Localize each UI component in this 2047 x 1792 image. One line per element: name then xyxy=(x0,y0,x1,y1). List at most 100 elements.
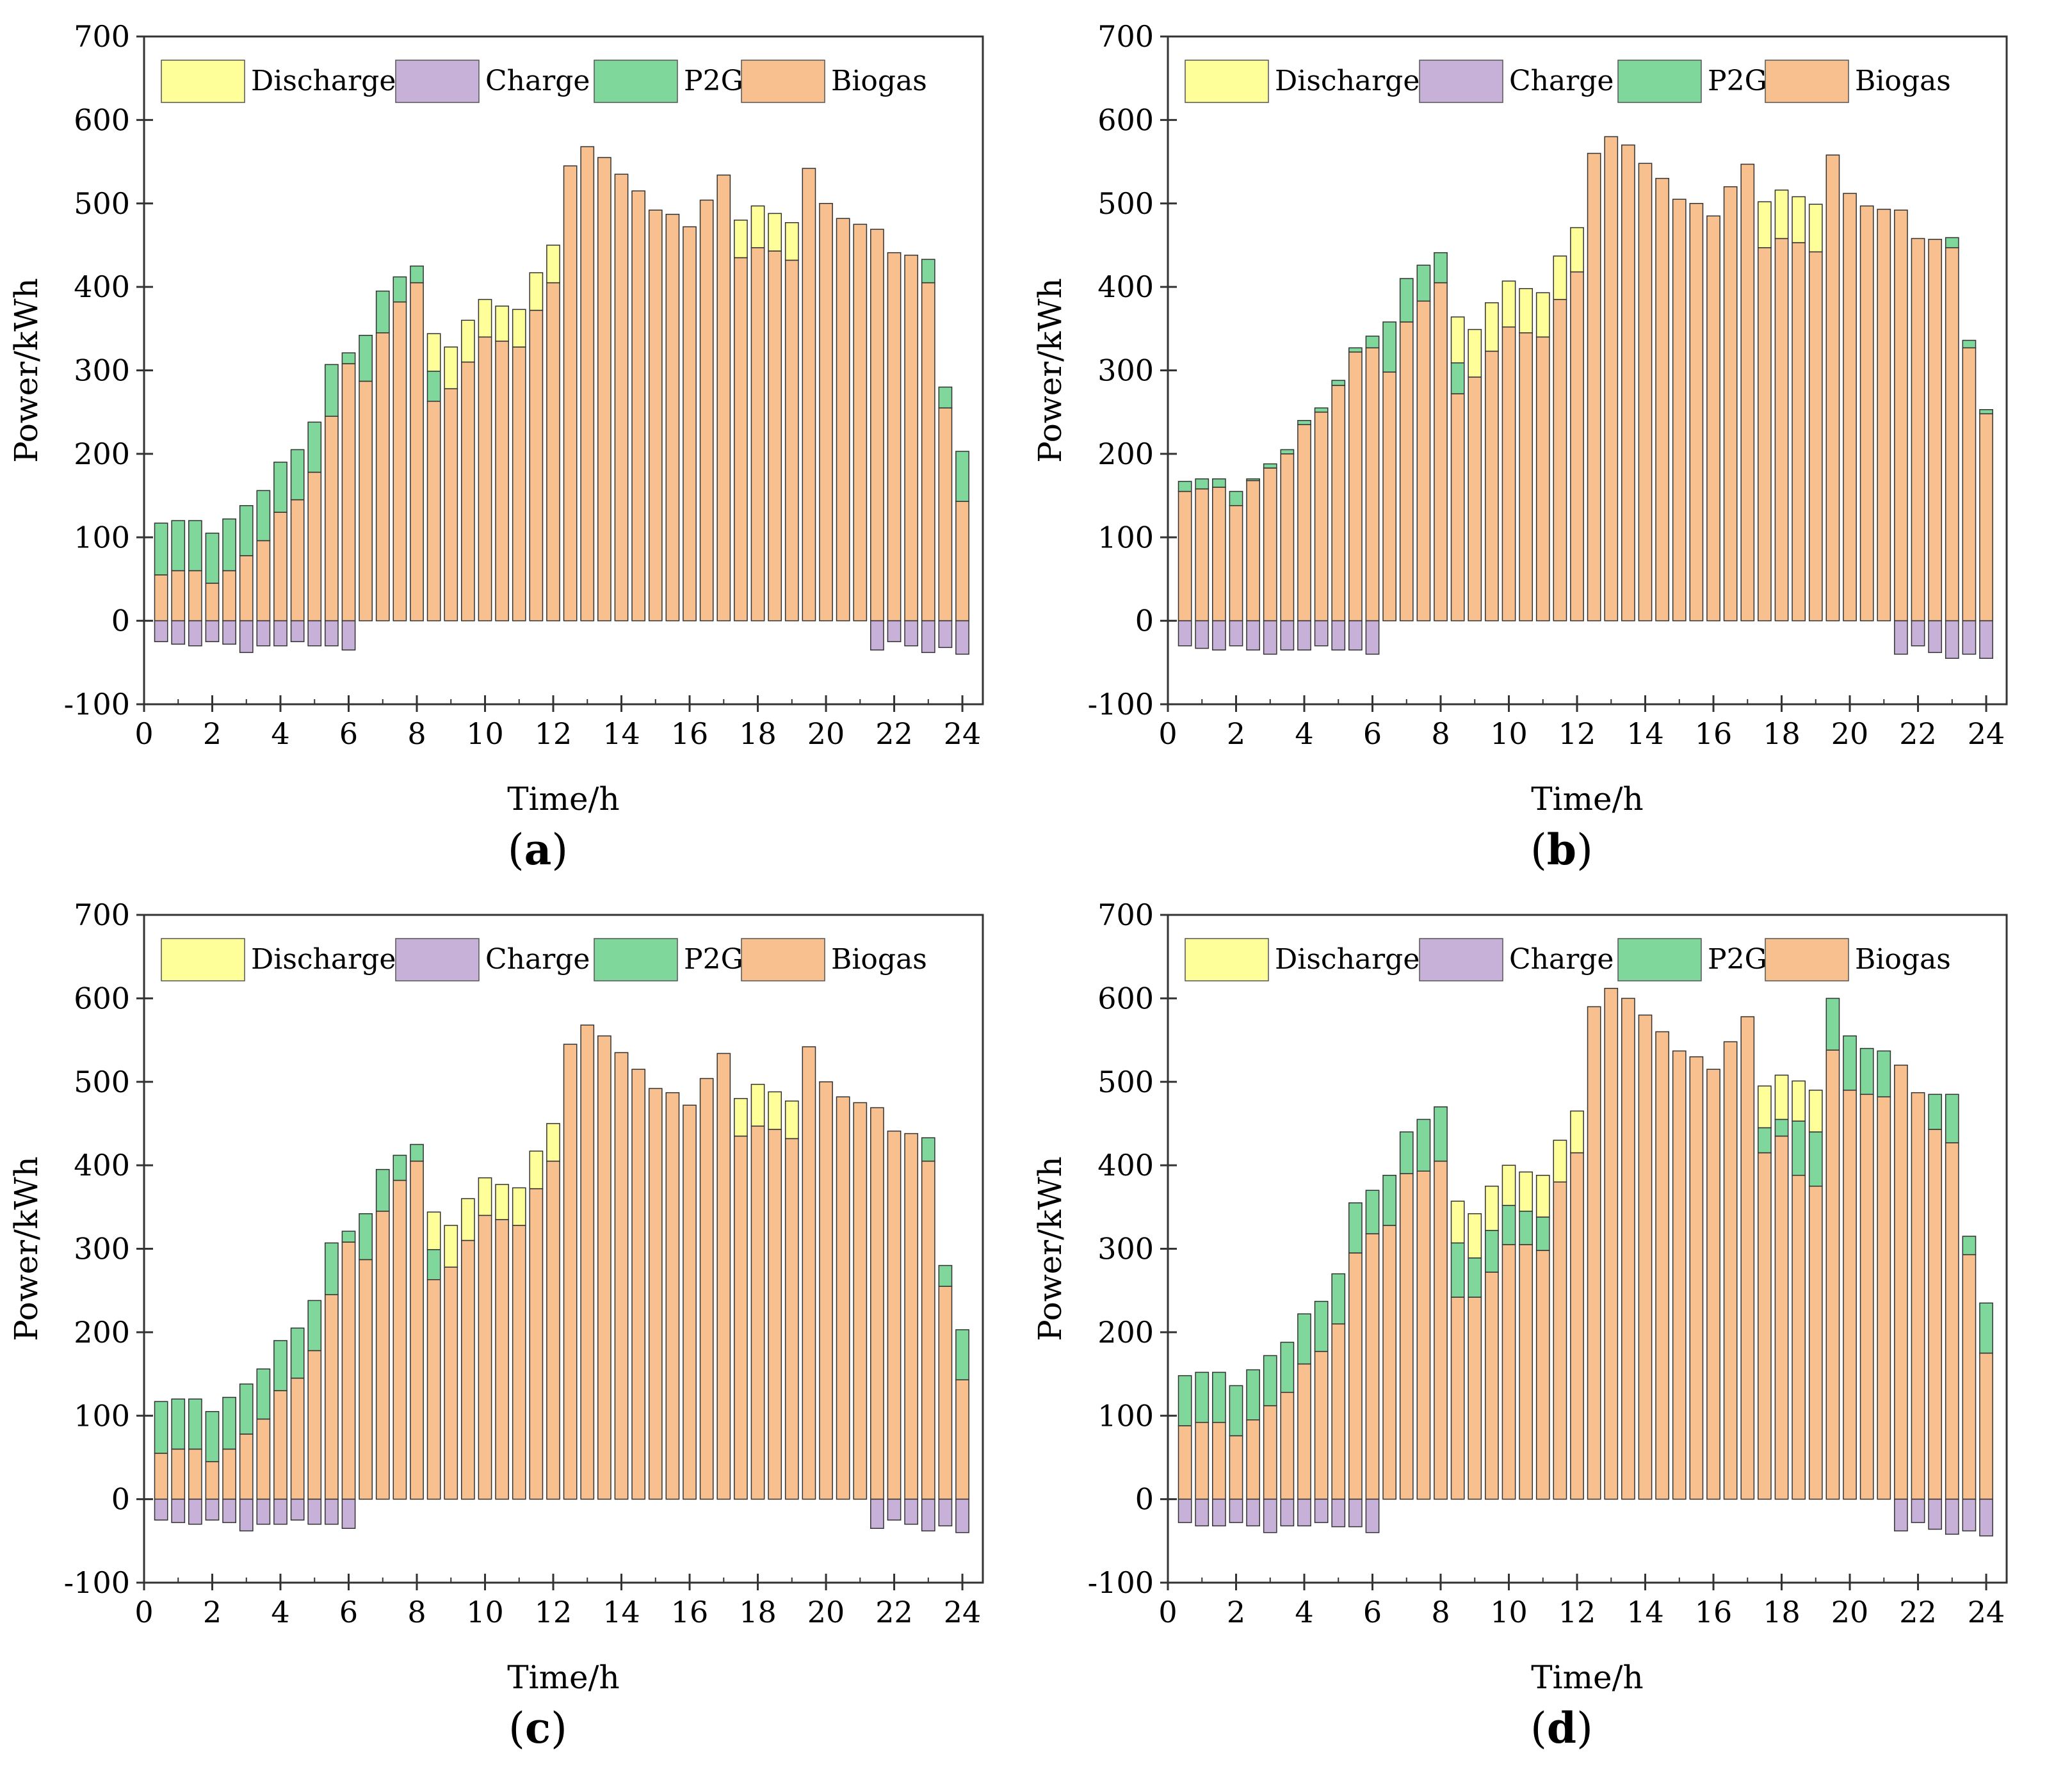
bar-biogas-2.5 xyxy=(1246,1419,1260,1500)
bar-biogas-22 xyxy=(1911,238,1925,622)
bar-charge-4 xyxy=(273,1498,287,1525)
bar-biogas-18 xyxy=(1774,1135,1789,1500)
bar-p2g-2 xyxy=(205,1410,220,1462)
x-axis-label: Time/h xyxy=(1531,780,1643,818)
bar-biogas-19.5 xyxy=(1825,1049,1840,1500)
bar-biogas-16 xyxy=(683,1104,697,1500)
y-tick-label: 700 xyxy=(1097,898,1154,932)
bar-p2g-6.5 xyxy=(1382,1175,1397,1226)
bar-p2g-3 xyxy=(239,1383,254,1435)
bar-charge-1 xyxy=(1195,620,1210,649)
bar-biogas-9 xyxy=(1468,376,1482,622)
bar-biogas-24 xyxy=(1979,413,1993,622)
bar-p2g-0.5 xyxy=(1177,1375,1192,1426)
bar-p2g-2 xyxy=(1229,490,1243,506)
bar-biogas-16.5 xyxy=(699,1078,714,1500)
x-tick-label: 16 xyxy=(671,716,709,751)
x-tick-label: 18 xyxy=(1763,716,1800,751)
bar-biogas-24 xyxy=(955,501,969,622)
bar-p2g-5 xyxy=(1331,1273,1346,1325)
bar-biogas-12.5 xyxy=(1587,152,1601,622)
bar-biogas-23 xyxy=(1945,247,1959,622)
y-tick-label: -100 xyxy=(64,687,130,722)
y-tick-label: 700 xyxy=(1097,19,1154,54)
bar-charge-5.5 xyxy=(325,1498,339,1525)
bar-biogas-20 xyxy=(1843,193,1857,622)
bar-charge-0.5 xyxy=(154,1498,168,1521)
legend-swatch-biogas xyxy=(1765,60,1849,103)
y-tick-label: 600 xyxy=(74,102,130,137)
x-tick-label: 4 xyxy=(1295,716,1313,751)
bar-charge-6 xyxy=(1365,620,1380,655)
bar-charge-3.5 xyxy=(1280,1498,1295,1527)
bar-discharge-19 xyxy=(1808,204,1823,253)
bar-biogas-5 xyxy=(307,471,322,622)
legend-label-p2g: P2G xyxy=(684,65,743,97)
x-tick-label: 16 xyxy=(1695,1595,1733,1629)
bar-biogas-19.5 xyxy=(802,168,816,622)
legend-label-discharge: Discharge xyxy=(251,65,396,97)
x-tick-label: 8 xyxy=(1431,1595,1450,1629)
legend-label-discharge: Discharge xyxy=(1275,943,1420,976)
bar-p2g-23.5 xyxy=(938,386,953,408)
bar-biogas-3 xyxy=(239,555,254,622)
bar-biogas-20.5 xyxy=(836,1096,850,1500)
x-tick-label: 14 xyxy=(1626,1595,1664,1629)
x-axis-label: Time/h xyxy=(507,780,619,818)
caption-letter: b xyxy=(1547,825,1576,875)
x-tick-label: 22 xyxy=(1899,1595,1937,1629)
caption-open: ( xyxy=(1530,1704,1547,1753)
bar-biogas-7.5 xyxy=(1416,300,1431,622)
y-tick-label: 400 xyxy=(74,1148,130,1183)
y-tick-label: 100 xyxy=(74,1398,130,1433)
bar-discharge-10 xyxy=(1501,1165,1516,1206)
bar-discharge-8.5 xyxy=(426,1211,441,1250)
caption-letter: c xyxy=(525,1703,551,1753)
bar-biogas-1 xyxy=(171,570,186,622)
bar-discharge-8.5 xyxy=(1450,316,1465,364)
bar-p2g-1 xyxy=(171,520,186,572)
bar-discharge-18 xyxy=(1774,190,1789,239)
bar-p2g-18 xyxy=(1774,1118,1789,1137)
legend-label-biogas: Biogas xyxy=(831,943,927,976)
bar-p2g-7.5 xyxy=(1416,1118,1431,1172)
panel-caption: (a) xyxy=(508,825,568,875)
bar-biogas-7 xyxy=(375,332,390,622)
x-tick-label: 24 xyxy=(1968,716,2005,751)
x-tick-label: 6 xyxy=(1363,716,1382,751)
bar-biogas-20 xyxy=(1843,1090,1857,1500)
x-tick-label: 12 xyxy=(1558,716,1596,751)
bar-p2g-6.5 xyxy=(359,1213,373,1261)
legend-label-discharge: Discharge xyxy=(1275,65,1420,97)
bar-biogas-15 xyxy=(648,1088,663,1500)
bar-p2g-19.5 xyxy=(1825,997,1840,1051)
bar-discharge-11.5 xyxy=(1553,1140,1567,1183)
bar-biogas-12 xyxy=(546,1160,560,1500)
x-tick-label: 16 xyxy=(1695,716,1733,751)
legend-swatch-charge xyxy=(395,938,480,981)
legend-swatch-biogas xyxy=(1765,938,1849,981)
bar-p2g-8.5 xyxy=(1450,1242,1465,1298)
bar-biogas-11.5 xyxy=(1553,1181,1567,1500)
bar-biogas-1.5 xyxy=(1212,1421,1226,1500)
bar-charge-2 xyxy=(1229,1498,1243,1523)
bar-biogas-23.5 xyxy=(938,407,953,622)
bar-charge-3 xyxy=(239,620,254,653)
bar-discharge-10.5 xyxy=(495,305,510,342)
bar-p2g-2 xyxy=(205,532,220,584)
x-tick-label: 0 xyxy=(134,1595,153,1629)
bar-p2g-0.5 xyxy=(1177,481,1192,492)
bar-biogas-17 xyxy=(1740,163,1755,622)
bar-p2g-10 xyxy=(1501,1204,1516,1245)
bar-biogas-23.5 xyxy=(1962,1254,1977,1500)
bar-charge-3 xyxy=(1263,620,1277,655)
bar-charge-4.5 xyxy=(290,620,305,642)
legend: Discharge Charge P2G Biogas xyxy=(161,938,927,981)
bar-biogas-8.5 xyxy=(426,1279,441,1500)
bar-charge-21.5 xyxy=(870,620,884,651)
bar-charge-0.5 xyxy=(154,620,168,642)
legend-label-charge: Charge xyxy=(1509,943,1614,976)
bar-biogas-16.5 xyxy=(1723,1041,1738,1500)
bar-biogas-3 xyxy=(1263,467,1277,622)
